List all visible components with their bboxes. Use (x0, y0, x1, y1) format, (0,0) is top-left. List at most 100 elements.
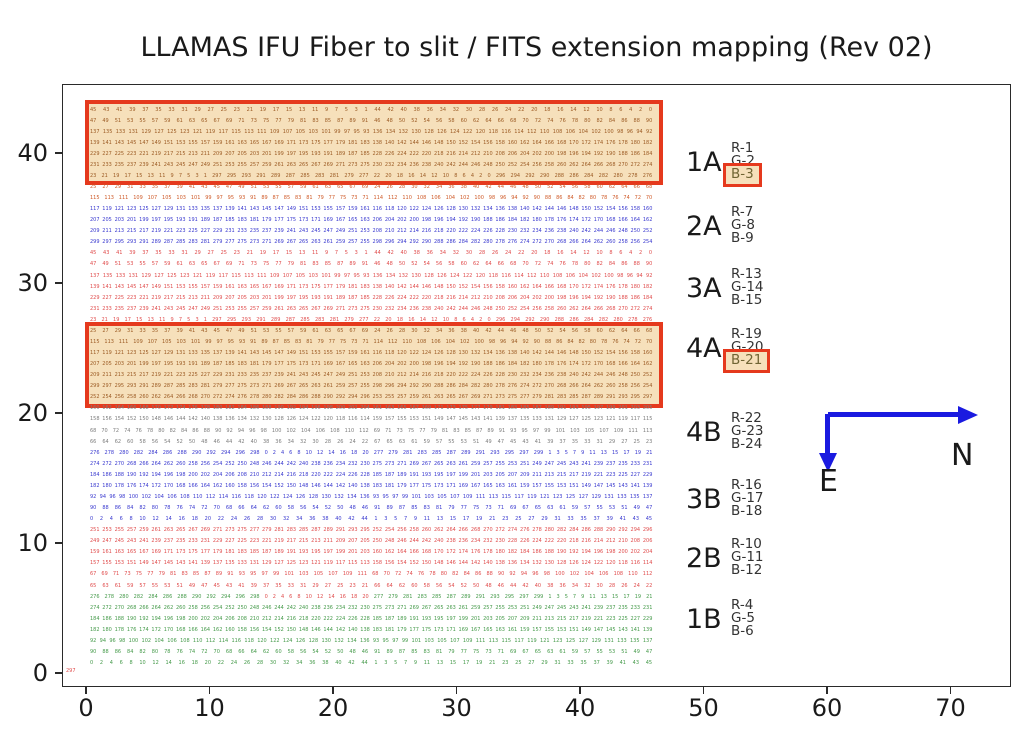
fiber-number: 119 (205, 271, 216, 278)
fiber-number: 33 (567, 515, 574, 522)
fiber-number: 118 (384, 349, 395, 356)
extension-label: B-24 (731, 435, 763, 452)
fiber-number: 208 (495, 294, 505, 300)
fiber-number: 247 (323, 371, 333, 378)
fiber-number: 296 (235, 592, 246, 599)
fiber-number: 139 (642, 482, 653, 488)
fiber-number: 291 (139, 238, 149, 245)
fiber-number: 177 (470, 404, 481, 411)
fiber-number: 34 (296, 659, 303, 665)
fiber-number: 185 (360, 294, 370, 300)
fiber-number: 103 (570, 426, 580, 433)
fiber-number: 118 (488, 271, 499, 278)
extension-label: R-19 (731, 326, 762, 342)
fiber-number: 7 (178, 172, 183, 178)
fiber-number: 90 (90, 648, 97, 654)
fiber-number: 268 (126, 460, 137, 466)
fiber-number: 181 (384, 626, 395, 632)
fiber-number: 62 (114, 437, 122, 444)
fiber-number: 5 (187, 172, 191, 178)
fiber-number: 120 (397, 205, 407, 212)
fiber-number: 161 (372, 404, 383, 411)
fiber-number: 111 (118, 338, 129, 344)
fiber-number: 238 (311, 460, 321, 466)
fiber-number: 84 (463, 570, 470, 577)
fiber-number: 131 (175, 349, 186, 356)
fiber-number: 264 (581, 238, 591, 245)
fiber-number: 262 (163, 460, 174, 466)
fiber-number: 130 (321, 493, 331, 499)
x-tick-label: 70 (935, 694, 966, 722)
fiber-number: 292 (525, 316, 535, 322)
fiber-number: 242 (286, 604, 297, 610)
fiber-number: 260 (175, 604, 186, 610)
fiber-number: 111 (257, 271, 267, 278)
fiber-number: 11 (159, 172, 166, 178)
fiber-number: 142 (532, 205, 542, 212)
fiber-number: 122 (409, 205, 419, 212)
fiber-number: 284 (569, 526, 579, 533)
fiber-number: 231 (225, 371, 235, 378)
fiber-number: 212 (261, 471, 272, 477)
fiber-number: 171 (163, 548, 174, 555)
fiber-number: 219 (581, 615, 591, 621)
fiber-number: 227 (200, 227, 211, 234)
fiber-number: 47 (497, 437, 505, 444)
fiber-number: 128 (424, 128, 434, 134)
fiber-number: 88 (633, 116, 640, 123)
fiber-number: 48 (522, 183, 529, 189)
fiber-number: 255 (114, 526, 125, 533)
x-tick-label: 10 (194, 694, 225, 722)
fiber-number: 179 (261, 360, 272, 367)
fiber-number: 111 (118, 194, 129, 201)
fiber-number: 5 (564, 449, 568, 455)
fiber-number: 28 (324, 437, 332, 444)
fiber-number: 76 (176, 504, 183, 511)
fiber-number: 76 (176, 648, 183, 654)
fiber-number-row: 182 180 178 176 174 172 170 168 166 164 162 160 158 1… (90, 626, 653, 632)
fiber-number: 0 (264, 592, 268, 599)
fiber-number: 28 (256, 515, 264, 522)
fiber-number: 293 (241, 172, 252, 178)
fiber-number: 221 (593, 615, 604, 621)
fiber-number: 277 (225, 382, 235, 389)
fiber-number: 128 (556, 559, 567, 566)
fiber-number: 187 (347, 150, 358, 156)
fiber-number: 204 (519, 294, 530, 300)
fiber-number: 44 (361, 515, 368, 522)
fiber-number: 72 (112, 426, 120, 433)
fiber-number: 108 (416, 194, 427, 201)
fiber-number: 215 (126, 371, 137, 378)
fiber-number: 14 (328, 449, 335, 455)
fiber-number: 172 (581, 360, 591, 367)
fiber-number: 285 (298, 526, 309, 533)
fiber-number: 29 (114, 183, 122, 189)
fiber-number: 140 (347, 482, 358, 488)
fiber-number: 52 (547, 183, 554, 189)
fiber-number: 215 (126, 227, 137, 234)
fiber-number: 7 (572, 449, 577, 455)
fiber-number: 135 (200, 205, 211, 212)
fiber-number: 121 (540, 493, 550, 499)
fiber-number: 87 (398, 504, 406, 511)
fiber-number: 200 (188, 471, 198, 477)
fiber-number: 212 (470, 294, 481, 300)
x-tick-label: 0 (78, 694, 94, 722)
y-tick-label: 20 (17, 399, 48, 427)
fiber-number: 16 (178, 515, 185, 522)
fiber-number: 15 (611, 592, 619, 599)
fiber-number: 110 (192, 637, 203, 643)
fiber-number: 212 (397, 227, 407, 234)
fiber-number: 45 (645, 659, 653, 665)
fiber-number: 55 (139, 260, 146, 267)
fiber-number: 125 (167, 271, 177, 278)
fiber-number: 82 (169, 426, 176, 433)
fiber-number: 211 (532, 615, 542, 621)
fiber-number: 122 (462, 271, 473, 278)
fiber-number: 186 (249, 404, 260, 411)
extension-label: R-22 (731, 410, 762, 426)
fiber-number: 137 (90, 128, 100, 134)
fiber-number: 297 (519, 449, 529, 455)
fiber-number: 205 (102, 216, 112, 223)
fiber-number: 58 (448, 260, 455, 267)
